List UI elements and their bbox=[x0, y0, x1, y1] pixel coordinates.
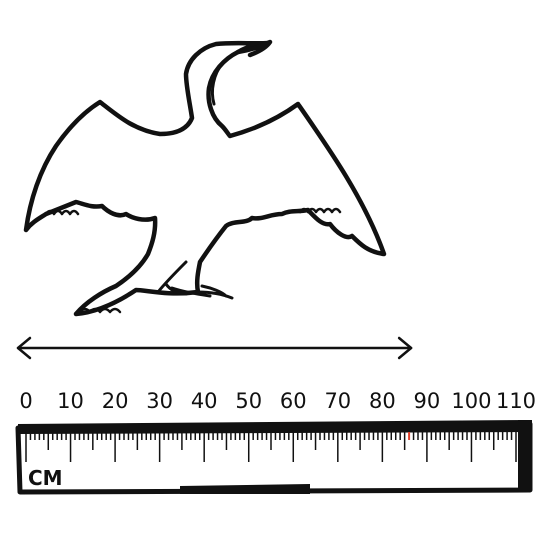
ruler-label-70: 70 bbox=[324, 389, 351, 413]
ruler-label-80: 80 bbox=[369, 389, 396, 413]
ruler-ticks bbox=[26, 432, 516, 462]
bird-outline bbox=[26, 43, 384, 314]
ruler-bottom-band bbox=[180, 484, 310, 494]
ruler-tick-labels: 0 10 20 30 40 50 60 70 80 90 100 110 bbox=[19, 389, 536, 413]
ruler-label-10: 10 bbox=[57, 389, 84, 413]
ruler-label-20: 20 bbox=[102, 389, 129, 413]
neck-line bbox=[212, 64, 222, 104]
ruler-label-40: 40 bbox=[191, 389, 218, 413]
cormorant-icon bbox=[26, 42, 384, 314]
ruler-label-110: 110 bbox=[496, 389, 536, 413]
ruler-label-0: 0 bbox=[19, 389, 32, 413]
ruler-right-end bbox=[518, 420, 532, 490]
ruler-top-band bbox=[18, 420, 530, 434]
ruler-label-50: 50 bbox=[235, 389, 262, 413]
ruler-label-90: 90 bbox=[414, 389, 441, 413]
ruler-label-30: 30 bbox=[146, 389, 173, 413]
wingspan-arrow-icon bbox=[18, 338, 411, 358]
unit-label: CM bbox=[28, 466, 63, 490]
ruler-label-60: 60 bbox=[280, 389, 307, 413]
ruler: CM bbox=[18, 420, 532, 494]
ruler-label-100: 100 bbox=[451, 389, 491, 413]
